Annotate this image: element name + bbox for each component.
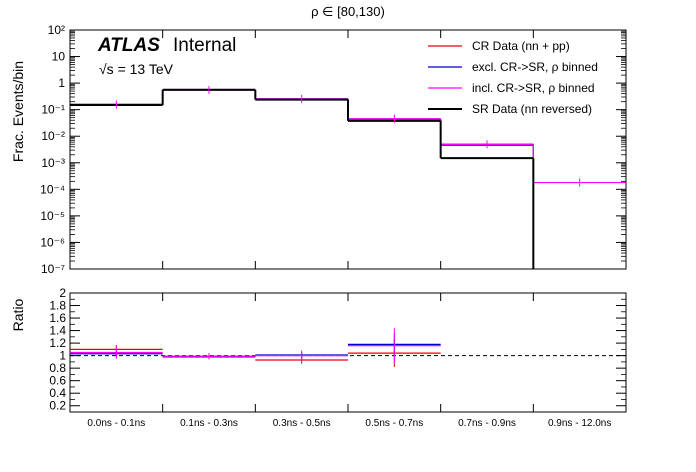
- x-category-label: 0.7ns - 0.9ns: [458, 418, 516, 429]
- atlas-status: Internal: [173, 35, 236, 56]
- ratio-y-tick-label: 1: [59, 349, 66, 363]
- legend-label: CR Data (nn + pp): [472, 39, 570, 53]
- ratio-y-tick-label: 1.2: [49, 336, 66, 350]
- legend-label: SR Data (nn reversed): [472, 102, 592, 116]
- x-category-label: 0.9ns - 12.0ns: [548, 418, 611, 429]
- atlas-label: ATLAS: [97, 35, 160, 56]
- ratio-y-tick-label: 0.4: [49, 386, 66, 400]
- ratio-series-0: [70, 339, 441, 367]
- main-y-tick-label: 1: [58, 76, 65, 90]
- main-y-tick-label: 10⁻¹: [41, 103, 65, 117]
- main-y-axis-title: Frac. Events/bin: [10, 61, 26, 162]
- main-y-tick-label: 10²: [48, 23, 65, 37]
- x-category-label: 0.5ns - 0.7ns: [365, 418, 423, 429]
- chart-title: ρ ∈ [80,130): [311, 4, 385, 19]
- ratio-y-tick-label: 1.6: [49, 311, 66, 325]
- x-category-label: 0.0ns - 0.1ns: [87, 418, 145, 429]
- ratio-y-tick-label: 0.6: [49, 374, 66, 388]
- main-y-tick-label: 10⁻⁵: [40, 209, 65, 223]
- energy-label: √s = 13 TeV: [99, 61, 174, 77]
- ratio-y-tick-label: 0.8: [49, 361, 66, 375]
- legend-label: excl. CR->SR, ρ binned: [472, 60, 598, 74]
- ratio-y-tick-label: 2: [59, 286, 66, 300]
- series-1-histogram: [70, 89, 534, 269]
- ratio-panel: 0.0ns - 0.1ns 0.1ns - 0.3ns 0.3ns - 0.5ns 0…: [10, 286, 627, 429]
- series-0-histogram: [70, 89, 534, 269]
- legend: CR Data (nn + pp) excl. CR->SR, ρ binned i…: [428, 39, 598, 116]
- series-3-histogram: [70, 88, 535, 269]
- ratio-series-2: [70, 328, 441, 364]
- main-panel: 10⁻⁷ 10⁻⁶ 10⁻⁵ 10⁻⁴ 10⁻³ 10⁻² 10⁻¹ 1 10 10² Frac. …: [10, 23, 627, 276]
- main-y-tick-label: 10⁻⁴: [40, 182, 65, 196]
- legend-label: incl. CR->SR, ρ binned: [472, 81, 595, 95]
- ratio-y-tick-label: 0.2: [49, 399, 66, 413]
- x-category-label: 0.3ns - 0.5ns: [273, 418, 331, 429]
- ratio-y-tick-label: 1.8: [49, 299, 66, 313]
- x-category-label: 0.1ns - 0.3ns: [180, 418, 238, 429]
- main-y-tick-label: 10⁻⁷: [41, 262, 65, 276]
- ratio-y-tick-label: 1.4: [49, 324, 66, 338]
- main-y-tick-label: 10: [52, 50, 66, 64]
- main-y-tick-label: 10⁻⁶: [40, 235, 65, 249]
- ratio-y-axis-title: Ratio: [10, 298, 26, 331]
- main-y-tick-label: 10⁻²: [41, 129, 65, 143]
- main-y-tick-label: 10⁻³: [41, 156, 65, 170]
